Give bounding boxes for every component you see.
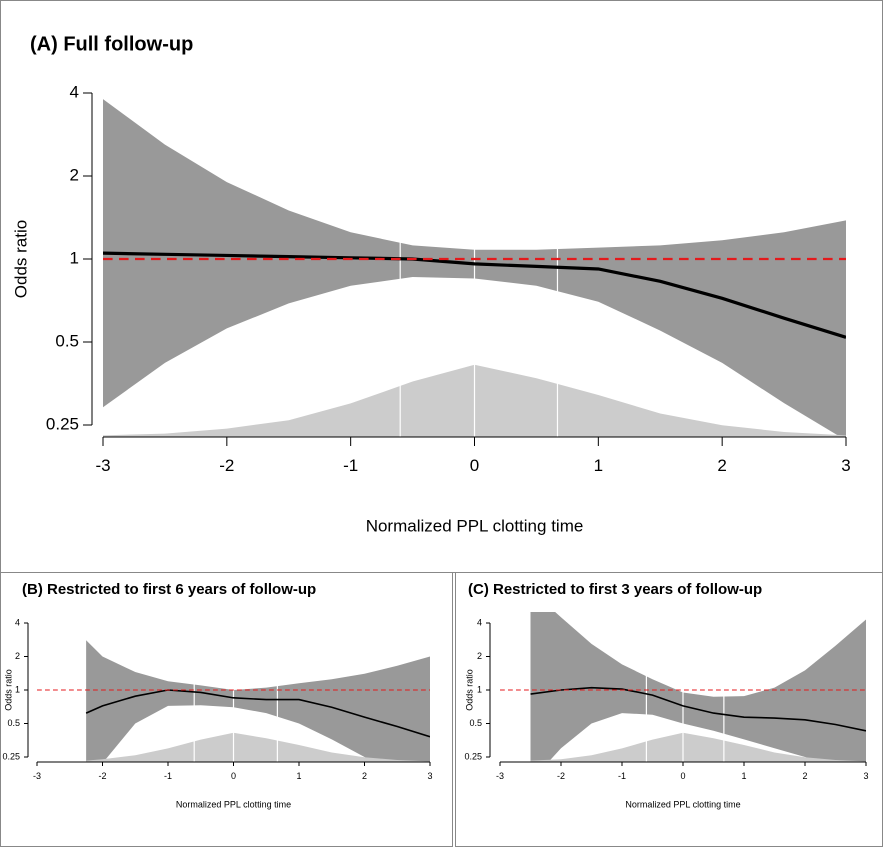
x-tick-label: -1	[618, 771, 626, 781]
y-tick-label: 0.25	[2, 751, 20, 761]
y-tick-label: 0.5	[7, 718, 20, 728]
x-tick-label: -2	[557, 771, 565, 781]
y-tick-label: 2	[15, 651, 20, 661]
x-tick-label: -2	[219, 456, 234, 475]
y-axis-label: Odds ratio	[3, 669, 13, 711]
x-tick-label: -2	[98, 771, 106, 781]
panel: 0.25 0.5 1 2 4 -3 -2 -1 0 1 2 3 Normalized PPL clott…	[0, 0, 883, 573]
x-tick-label: 2	[802, 771, 807, 781]
y-tick-label: 1	[477, 684, 482, 694]
plot-area	[37, 623, 430, 762]
x-tick-label: 1	[594, 456, 603, 475]
panel: 0.25 0.5 1 2 4 -3 -2 -1 0 1 2 3 Normalized PPL clott…	[0, 572, 453, 847]
x-tick-label: -1	[343, 456, 358, 475]
x-tick-label: 0	[470, 456, 479, 475]
x-tick-label: 2	[362, 771, 367, 781]
x-axis-label: Normalized PPL clotting time	[366, 516, 584, 535]
x-tick-label: 0	[680, 771, 685, 781]
y-tick-label: 0.5	[55, 331, 79, 350]
plot-area	[103, 93, 846, 437]
y-tick-label: 4	[477, 617, 482, 627]
density-area	[86, 732, 430, 762]
y-tick-label: 2	[477, 651, 482, 661]
y-tick-label: 4	[15, 617, 20, 627]
x-axis-label: Normalized PPL clotting time	[625, 799, 740, 809]
y-axis-label: Odds ratio	[464, 669, 474, 711]
panel-title: (A) Full follow-up	[30, 33, 193, 55]
x-tick-label: 3	[841, 456, 850, 475]
x-tick-label: -1	[164, 771, 172, 781]
odds-ratio-line	[530, 686, 866, 732]
x-axis-label: Normalized PPL clotting time	[176, 799, 291, 809]
x-tick-label: 3	[427, 771, 432, 781]
density-area	[530, 732, 866, 762]
plot-area	[500, 612, 866, 762]
x-tick-label: 1	[741, 771, 746, 781]
panel: 0.25 0.5 1 2 4 -3 -2 -1 0 1 2 3 Normalized PPL clott…	[455, 572, 883, 847]
y-tick-label: 1	[70, 248, 79, 267]
x-tick-label: 2	[717, 456, 726, 475]
x-tick-label: -3	[496, 771, 504, 781]
odds-ratio-line	[103, 251, 846, 339]
x-tick-label: 3	[863, 771, 868, 781]
panel-title: (B) Restricted to first 6 years of follo…	[22, 581, 316, 598]
x-tick-label: -3	[95, 456, 110, 475]
y-tick-label: 0.5	[469, 718, 482, 728]
x-tick-label: 1	[296, 771, 301, 781]
x-tick-label: 0	[231, 771, 236, 781]
panel-title: (C) Restricted to first 3 years of follo…	[468, 581, 762, 598]
odds-ratio-line	[85, 689, 430, 738]
y-tick-label: 0.25	[46, 414, 79, 433]
confidence-band	[86, 640, 430, 762]
x-tick-label: -3	[33, 771, 41, 781]
y-axis-label: Odds ratio	[11, 220, 30, 298]
confidence-band	[530, 612, 866, 762]
y-tick-label: 1	[15, 684, 20, 694]
y-tick-label: 0.25	[464, 751, 482, 761]
y-tick-label: 2	[70, 165, 79, 184]
y-tick-label: 4	[70, 82, 79, 101]
